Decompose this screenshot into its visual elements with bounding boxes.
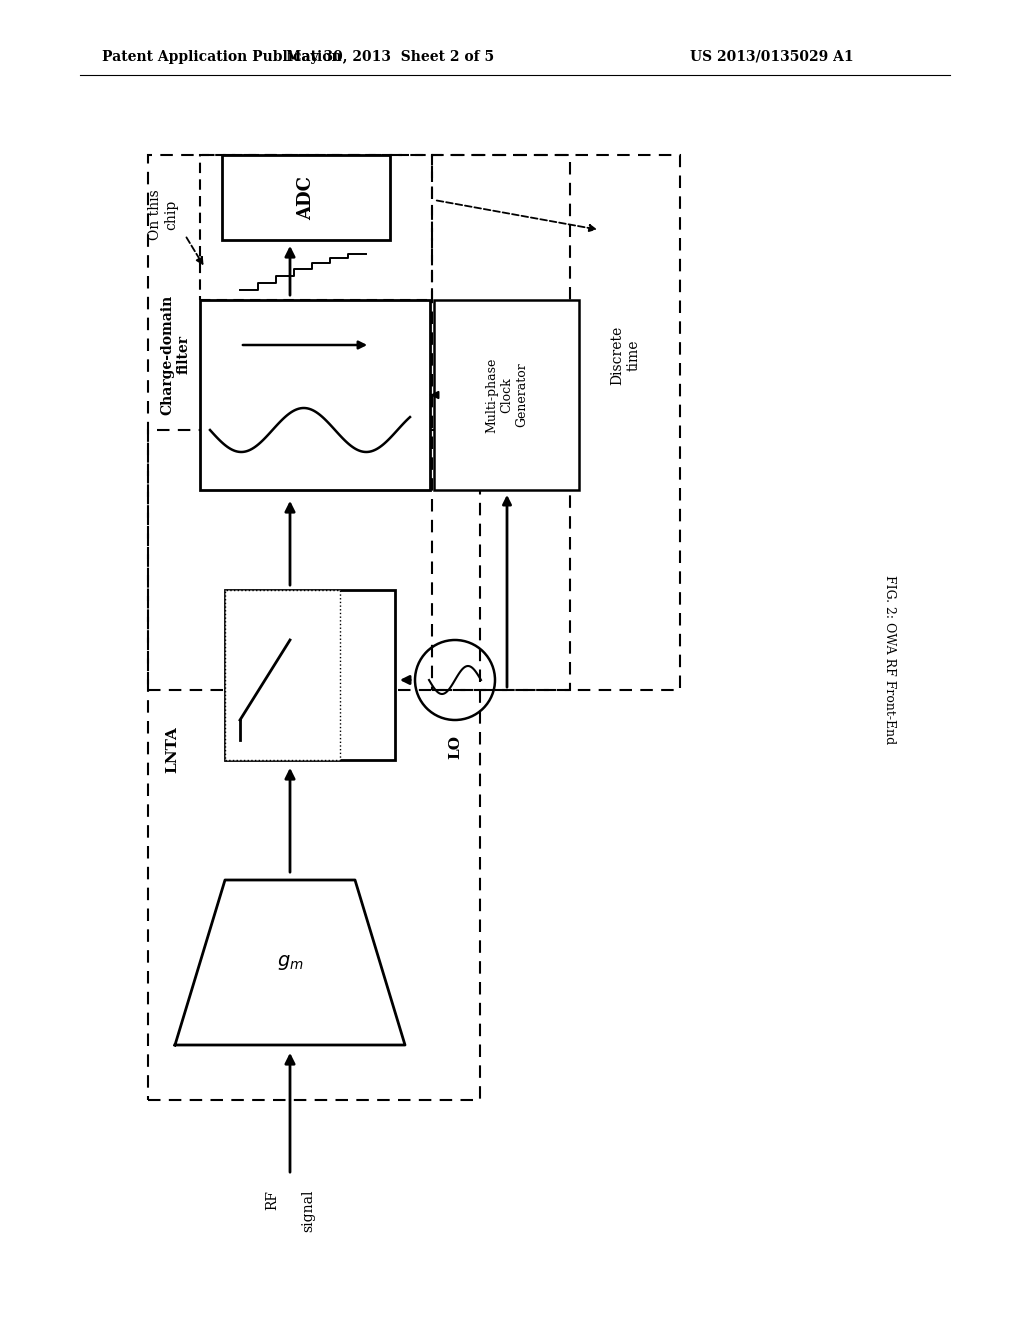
Bar — [148, 430, 480, 1100]
Text: Multi-phase
Clock
Generator: Multi-phase Clock Generator — [485, 358, 528, 433]
Text: Patent Application Publication: Patent Application Publication — [102, 50, 342, 63]
Text: LNTA: LNTA — [165, 726, 179, 774]
Bar — [225, 590, 340, 760]
Text: US 2013/0135029 A1: US 2013/0135029 A1 — [690, 50, 854, 63]
Polygon shape — [175, 880, 406, 1045]
Text: $g_m$: $g_m$ — [276, 953, 303, 972]
Bar — [225, 590, 395, 760]
Text: LO: LO — [449, 735, 462, 759]
Bar — [222, 154, 390, 240]
Bar — [434, 300, 579, 490]
Text: Discrete
time: Discrete time — [610, 325, 640, 384]
Bar — [200, 154, 432, 300]
Text: On this
chip: On this chip — [147, 190, 178, 240]
Text: signal: signal — [301, 1191, 315, 1233]
Text: May 30, 2013  Sheet 2 of 5: May 30, 2013 Sheet 2 of 5 — [286, 50, 494, 63]
Text: DSM: DSM — [383, 409, 397, 450]
Bar — [432, 154, 680, 690]
Text: ADC: ADC — [297, 176, 315, 219]
Bar — [200, 300, 430, 490]
Bar — [148, 154, 570, 690]
Text: RF: RF — [265, 1191, 279, 1210]
Text: FIG. 2: OWA RF Front-End: FIG. 2: OWA RF Front-End — [884, 576, 896, 744]
Text: Charge-domain
filter: Charge-domain filter — [160, 294, 190, 414]
